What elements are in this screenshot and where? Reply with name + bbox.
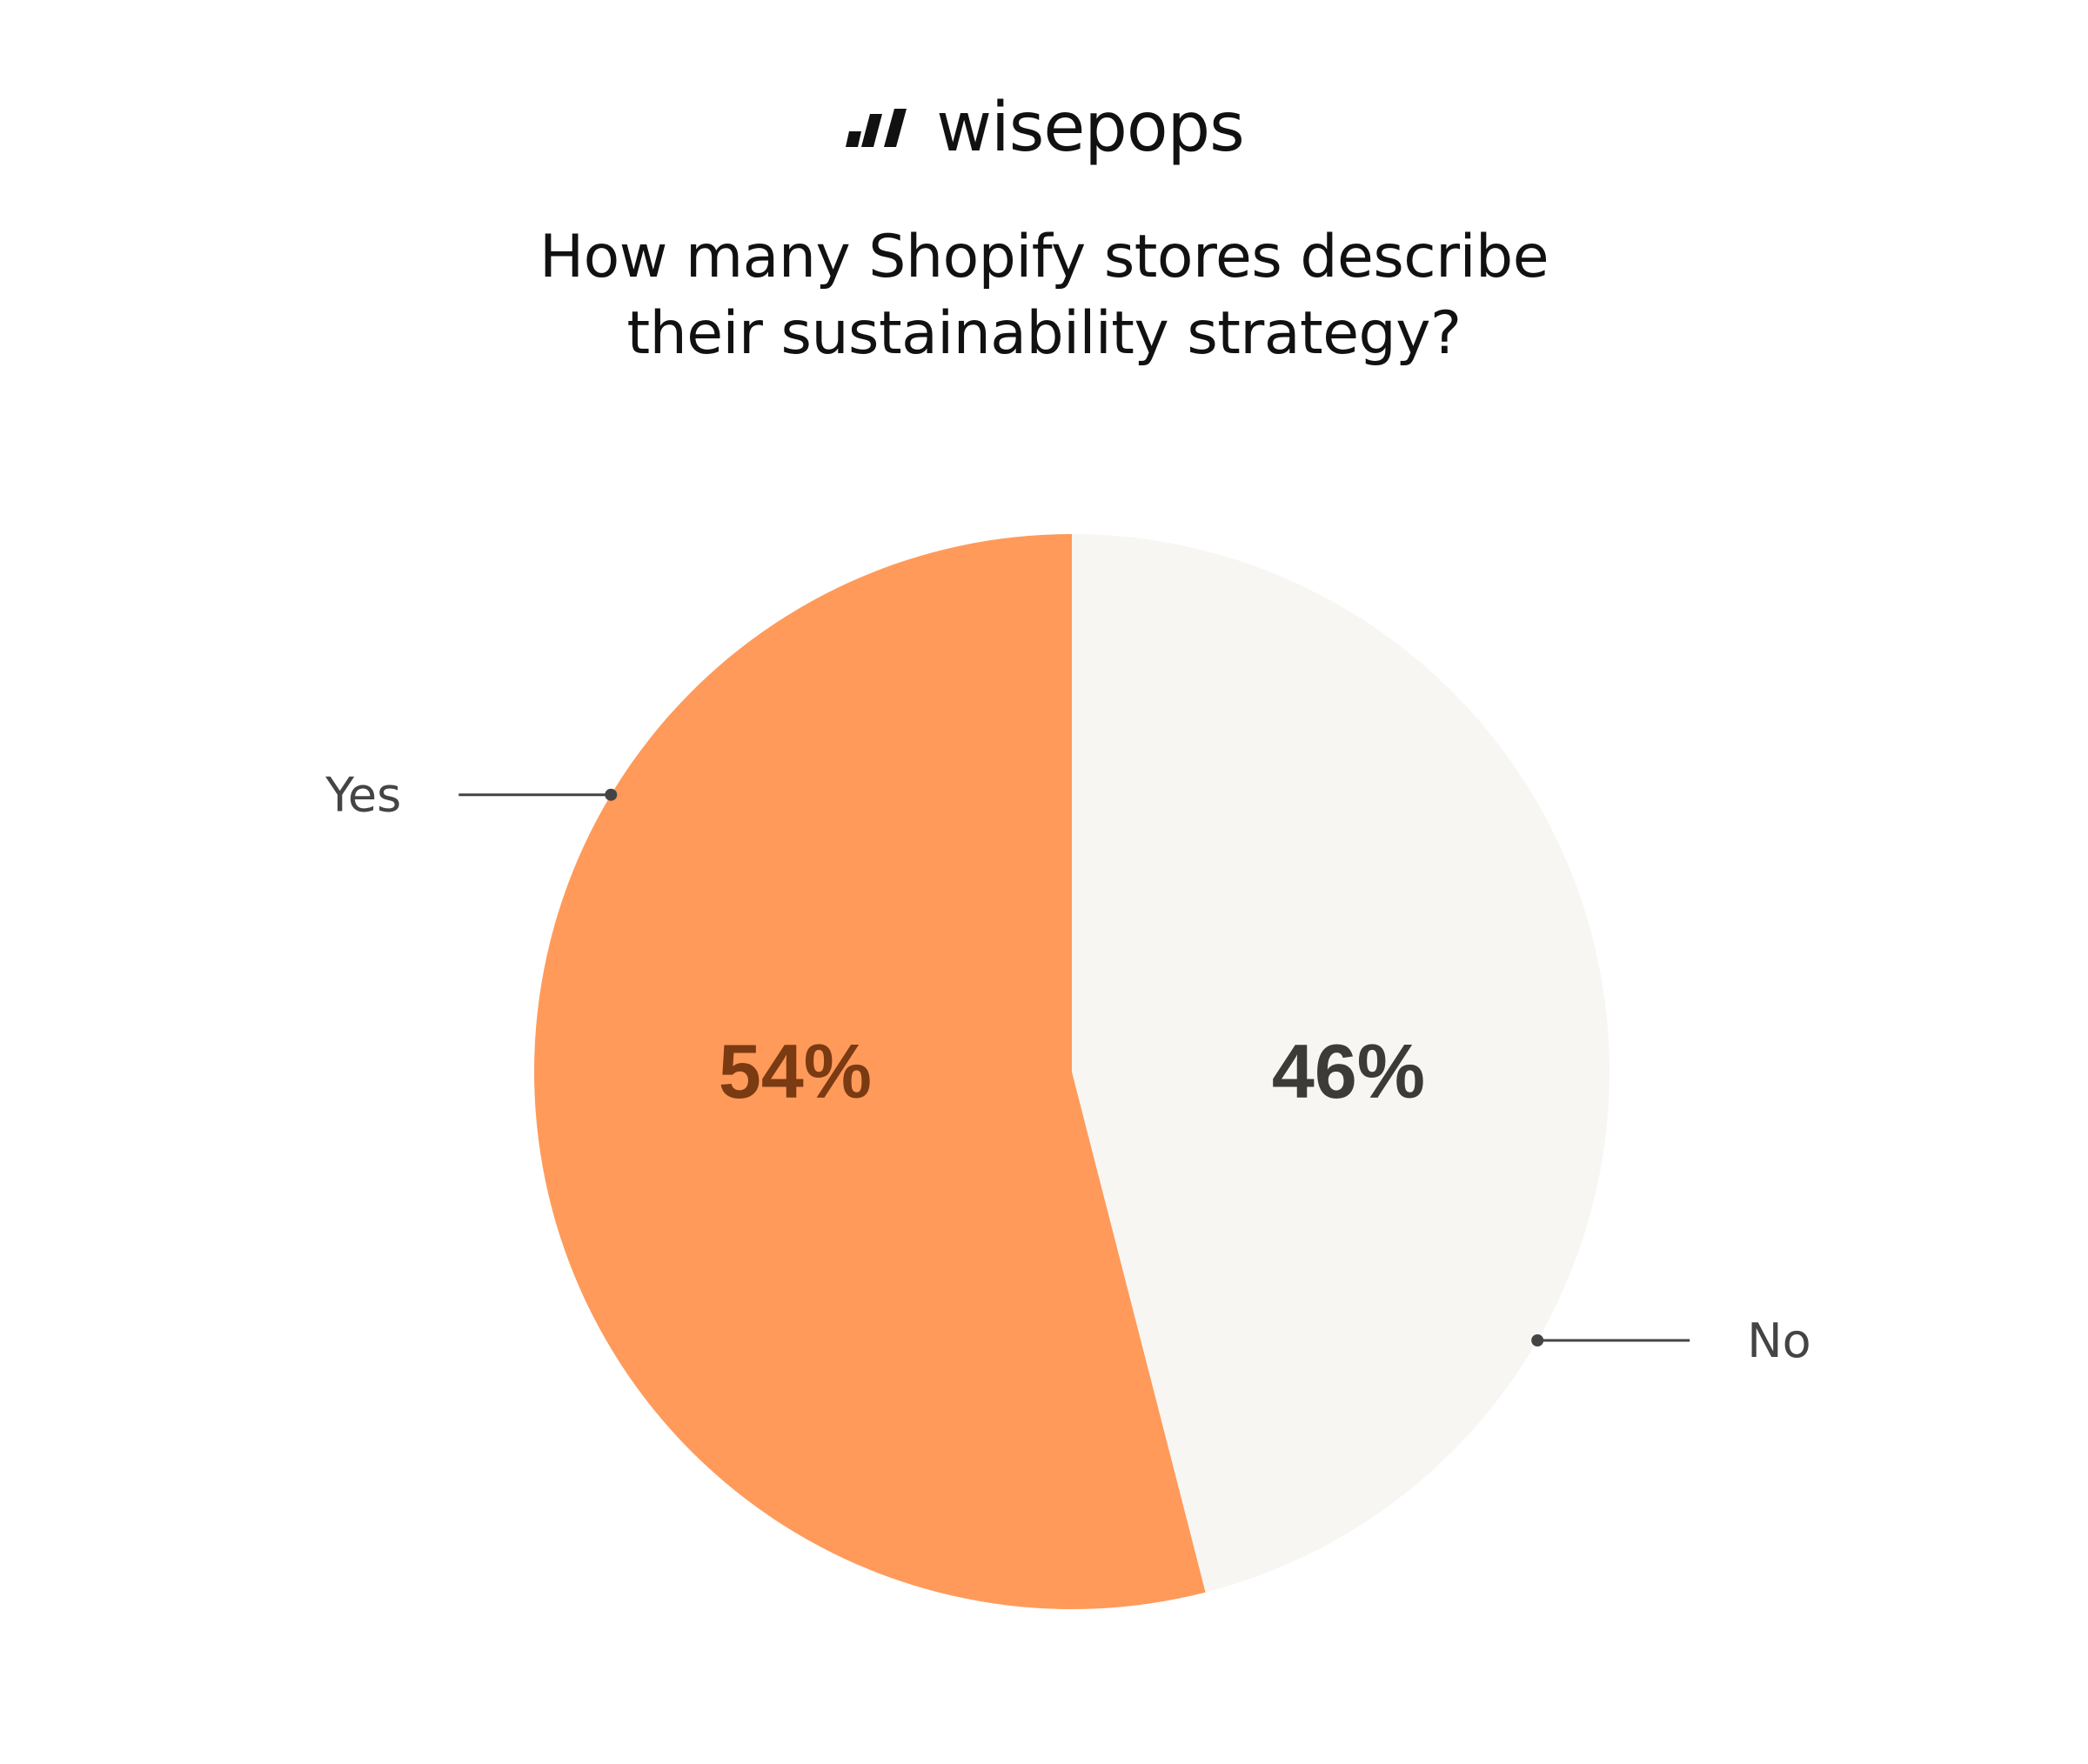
wisepops-logo-icon	[844, 107, 912, 149]
chart-title-line-1: How many Shopify stores describe	[539, 223, 1549, 291]
category-label-yes: Yes	[325, 768, 401, 823]
brand-header: wisepops	[0, 94, 2088, 162]
pie-slice-no	[1072, 534, 1610, 1593]
category-label-no: No	[1747, 1313, 1810, 1368]
chart-title-line-2: their sustainability strategy?	[626, 299, 1462, 368]
pie-slice-yes	[534, 534, 1206, 1609]
brand-name: wisepops	[936, 89, 1244, 167]
slice-value-label-no: 46%	[1272, 1028, 1425, 1114]
chart-title: How many Shopify stores describe their s…	[0, 219, 2088, 372]
slice-value-label-yes: 54%	[719, 1028, 872, 1114]
